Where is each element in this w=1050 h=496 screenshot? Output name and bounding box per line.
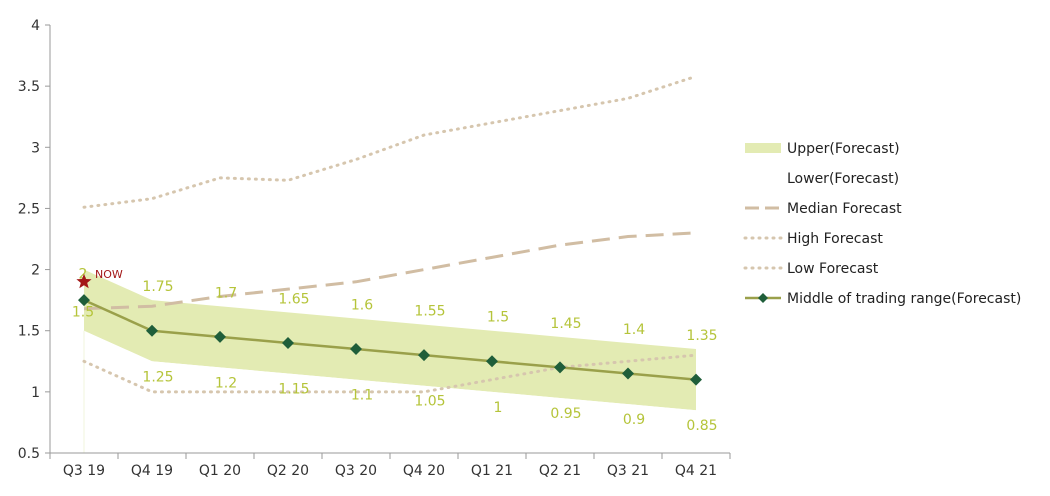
middle-marker bbox=[350, 343, 362, 356]
legend-lower-forecast-label: Lower(Forecast) bbox=[787, 171, 899, 187]
x-tick-label: Q4 21 bbox=[675, 463, 717, 479]
middle-marker bbox=[146, 324, 158, 337]
y-tick-label: 3.5 bbox=[18, 79, 40, 95]
middle-marker bbox=[622, 367, 634, 380]
lower-data-label: 1.2 bbox=[215, 375, 237, 391]
middle-trading-range-line bbox=[83, 299, 697, 381]
legend-middle-of-trading-range-forecast-label: Middle of trading range(Forecast) bbox=[787, 291, 1021, 307]
middle-marker bbox=[486, 355, 498, 368]
middle-marker bbox=[418, 349, 430, 362]
upper-data-label: 1.6 bbox=[351, 297, 373, 313]
lower-data-label: 0.9 bbox=[623, 412, 645, 428]
lower-data-label: 1.15 bbox=[278, 382, 309, 398]
legend: Upper(Forecast) Lower(Forecast) Median For… bbox=[743, 141, 1021, 307]
x-tick-label: Q4 20 bbox=[403, 463, 445, 479]
legend-upper-forecast-swatch bbox=[745, 143, 781, 153]
forecast-band bbox=[83, 269, 696, 453]
upper-data-label: 2 bbox=[79, 267, 88, 283]
band-area bbox=[84, 269, 696, 411]
y-tick-label: 0.5 bbox=[18, 446, 40, 462]
legend-upper-forecast-label: Upper(Forecast) bbox=[787, 141, 900, 157]
y-tick-label: 4 bbox=[31, 18, 40, 34]
y-tick-label: 3 bbox=[31, 140, 40, 156]
upper-data-label: 1.75 bbox=[142, 279, 173, 295]
legend-low-forecast-label: Low Forecast bbox=[787, 261, 879, 277]
y-tick-label: 2.5 bbox=[18, 201, 40, 217]
now-star-icon bbox=[76, 273, 92, 289]
lower-data-label: 0.95 bbox=[550, 406, 581, 422]
lower-data-label: 1.05 bbox=[414, 394, 445, 410]
legend-median-forecast-label: Median Forecast bbox=[787, 201, 902, 217]
upper-data-label: 1.5 bbox=[487, 310, 509, 326]
lower-band-area bbox=[84, 330, 696, 453]
high-forecastline bbox=[82, 74, 698, 209]
middle-marker bbox=[282, 336, 294, 349]
x-tick-label: Q2 20 bbox=[267, 463, 309, 479]
upper-data-label: 1.7 bbox=[215, 285, 237, 301]
lower-data-label: 1.5 bbox=[72, 305, 94, 321]
lower-data-label: 1.25 bbox=[142, 369, 173, 385]
x-tick-label: Q2 21 bbox=[539, 463, 581, 479]
legend-high-forecast-label: High Forecast bbox=[787, 231, 883, 247]
annotation: NOW bbox=[76, 268, 123, 289]
median-forecast-line bbox=[83, 231, 697, 311]
middle-marker bbox=[214, 330, 226, 343]
lower-data-label: 0.85 bbox=[686, 418, 717, 434]
upper-data-label: 1.55 bbox=[414, 304, 445, 320]
y-tick-label: 2 bbox=[31, 263, 40, 279]
upper-data-label: 1.4 bbox=[623, 322, 645, 338]
middle-marker bbox=[554, 361, 566, 374]
upper-data-label: 1.45 bbox=[550, 316, 581, 332]
x-tick-label: Q3 21 bbox=[607, 463, 649, 479]
data-labels: 2 1.75 1.7 1.65 1.6 1.55 1.5 1.45 1.4 1.35 1.5 1.25… bbox=[72, 267, 718, 435]
upper-data-label: 1.35 bbox=[686, 328, 717, 344]
middle-marker bbox=[78, 294, 90, 307]
upper-data-label: 1.65 bbox=[278, 291, 309, 307]
y-tick-label: 1.5 bbox=[18, 324, 40, 340]
x-tick-label: Q1 21 bbox=[471, 463, 513, 479]
lower-data-label: 1.1 bbox=[351, 388, 373, 404]
low-forecastline bbox=[82, 353, 698, 394]
x-tick-label: Q4 19 bbox=[131, 463, 173, 479]
x-tick-label: Q3 19 bbox=[63, 463, 105, 479]
legend-middle-of-trading-range-forecast-marker bbox=[758, 293, 768, 303]
middle-marker bbox=[690, 373, 702, 386]
x-tick-label: Q1 20 bbox=[199, 463, 241, 479]
lower-data-label: 1 bbox=[494, 400, 503, 416]
now-label: NOW bbox=[95, 268, 123, 281]
series-lines bbox=[78, 74, 702, 394]
x-tick-label: Q3 20 bbox=[335, 463, 377, 479]
y-tick-label: 1 bbox=[31, 385, 40, 401]
axes: 0.5 1 1.5 2 2.5 3 3.5 4 Q3 19 Q4 19 Q1 20 Q2 20 Q3 2… bbox=[18, 18, 731, 479]
